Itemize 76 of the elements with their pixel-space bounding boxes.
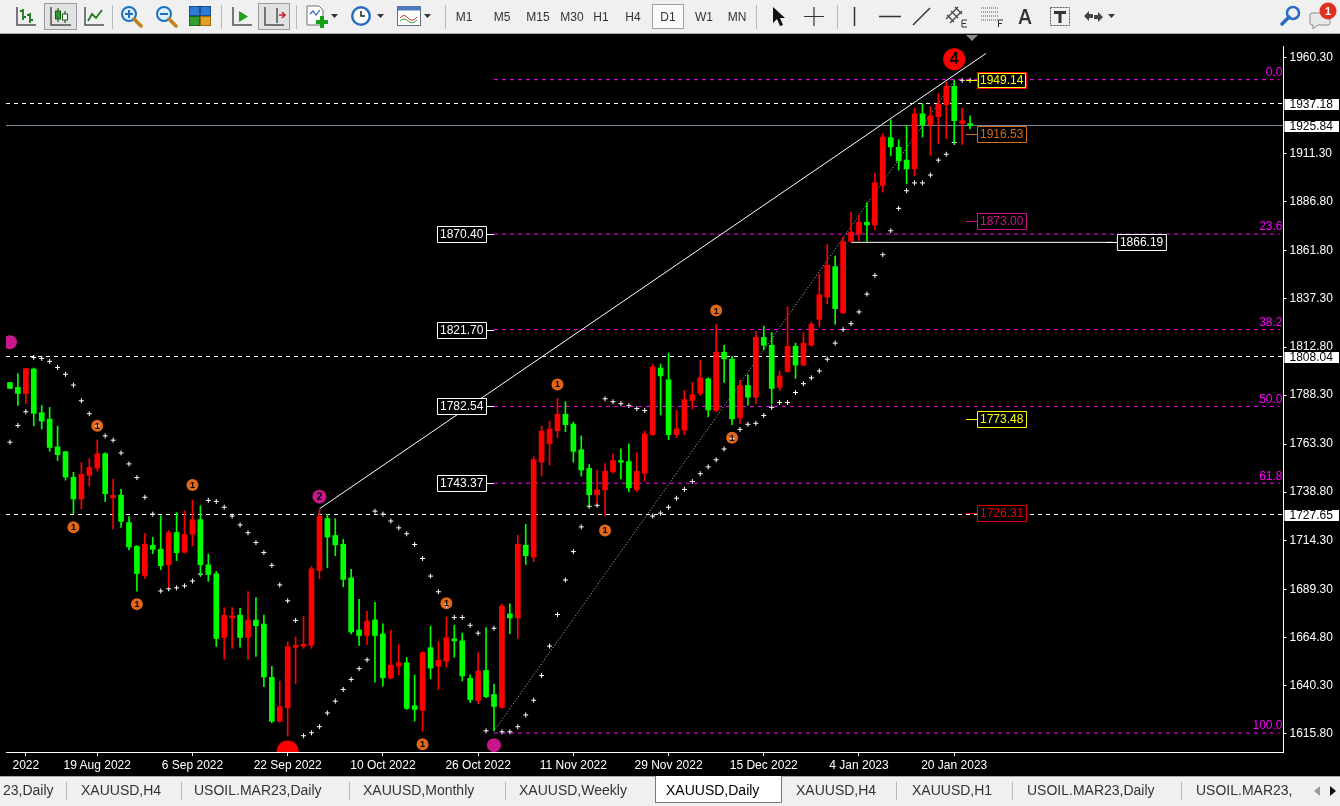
text: 1 bbox=[602, 525, 608, 536]
x-tick-label: 11 Nov 2022 bbox=[539, 757, 608, 772]
annotation: 100.0 bbox=[1252, 718, 1283, 733]
y-tick-label: 1960.30 bbox=[1289, 50, 1334, 65]
text: D1 bbox=[660, 10, 676, 24]
x-tick-label: 10 Oct 2022 bbox=[350, 757, 416, 772]
text: USOIL.MAR23, bbox=[1196, 782, 1293, 798]
text: W1 bbox=[695, 10, 713, 24]
y-tick-label: 1837.30 bbox=[1289, 291, 1334, 306]
text: H4 bbox=[625, 10, 641, 24]
x-tick-label: 22 Sep 2022 bbox=[253, 757, 323, 772]
text: XAUUSD,H4 bbox=[796, 782, 877, 798]
text: H1 bbox=[593, 10, 609, 24]
annotation: 1 bbox=[70, 522, 76, 533]
annotation: 1782.54 bbox=[439, 399, 484, 414]
annotation: 0.0 bbox=[1265, 64, 1283, 79]
text: 1 bbox=[134, 599, 140, 610]
x-tick-label: 26 Oct 2022 bbox=[445, 757, 512, 772]
x-tick-label: 2022 bbox=[12, 757, 40, 772]
text: XAUUSD,Weekly bbox=[519, 782, 627, 798]
y-tick-label: 1689.30 bbox=[1289, 581, 1334, 596]
series-label: 4 bbox=[949, 50, 959, 68]
y-tick-label: 1788.30 bbox=[1289, 387, 1334, 402]
annotation: 1916.53 bbox=[980, 127, 1024, 142]
y-tick-label: 1664.80 bbox=[1289, 629, 1334, 644]
text: XAUUSD,Daily bbox=[666, 782, 760, 798]
y-tick-label: 1615.80 bbox=[1289, 725, 1334, 740]
text: 1 bbox=[1324, 5, 1332, 17]
x-tick-label: 20 Jan 2023 bbox=[921, 757, 988, 772]
text: 1 bbox=[94, 420, 100, 431]
x-tick-label: 15 Dec 2022 bbox=[729, 757, 799, 772]
y-tick-label: 1911.30 bbox=[1289, 146, 1333, 161]
annotation: 50.0 bbox=[1259, 391, 1283, 406]
text: 1 bbox=[443, 598, 449, 609]
annotation: 1773.48 bbox=[980, 412, 1024, 427]
annotation: 38.2 bbox=[1259, 314, 1283, 329]
text: M15 bbox=[526, 10, 550, 24]
annotation: 1866.19 bbox=[1119, 235, 1164, 250]
annotation: 61.8 bbox=[1259, 468, 1283, 483]
x-tick-label: 19 Aug 2022 bbox=[63, 757, 132, 772]
annotation: 1873.00 bbox=[980, 214, 1024, 229]
text: USOIL.MAR23,Daily bbox=[1027, 782, 1155, 798]
x-tick-label: 4 Jan 2023 bbox=[829, 757, 889, 772]
text: 1 bbox=[713, 305, 719, 316]
text: USOIL.MAR23,Daily bbox=[194, 782, 322, 798]
ref-line-label: 1808.04 bbox=[1289, 349, 1334, 364]
annotation: 1821.70 bbox=[439, 323, 484, 338]
ref-line-label: 1937.18 bbox=[1289, 96, 1334, 111]
text: M1 bbox=[455, 10, 473, 24]
text: 1 bbox=[420, 739, 426, 750]
y-tick-label: 1763.30 bbox=[1289, 436, 1334, 451]
text: 1 bbox=[729, 432, 735, 443]
annotation: 1949.14 bbox=[980, 73, 1024, 88]
y-tick-label: 1886.80 bbox=[1289, 194, 1334, 209]
y-tick-label: 1640.30 bbox=[1289, 677, 1334, 692]
text: MN bbox=[727, 10, 747, 24]
annotation: 1870.40 bbox=[439, 227, 484, 242]
text: XAUUSD,H4 bbox=[81, 782, 162, 798]
y-tick-label: 1738.80 bbox=[1289, 484, 1334, 499]
text: M5 bbox=[493, 10, 511, 24]
annotation: 23.6 bbox=[1259, 219, 1283, 234]
text: M30 bbox=[560, 10, 584, 24]
y-tick-label: 1714.30 bbox=[1289, 532, 1334, 547]
ref-line-label: 1727.65 bbox=[1289, 507, 1334, 522]
text: XAUUSD,Monthly bbox=[363, 782, 475, 798]
annotation: 1743.37 bbox=[439, 476, 484, 491]
series-label: 2 bbox=[316, 490, 323, 502]
text: 1 bbox=[189, 479, 195, 490]
text: 23,Daily bbox=[3, 782, 54, 798]
x-tick-label: 29 Nov 2022 bbox=[634, 757, 703, 772]
series-label: 1 bbox=[554, 379, 560, 390]
x-tick-label: 6 Sep 2022 bbox=[161, 757, 224, 772]
ref-line-label: 1925.84 bbox=[1289, 118, 1334, 133]
text: XAUUSD,H1 bbox=[912, 782, 993, 798]
annotation: 1726.31 bbox=[980, 506, 1024, 521]
y-tick-label: 1861.80 bbox=[1289, 243, 1334, 258]
